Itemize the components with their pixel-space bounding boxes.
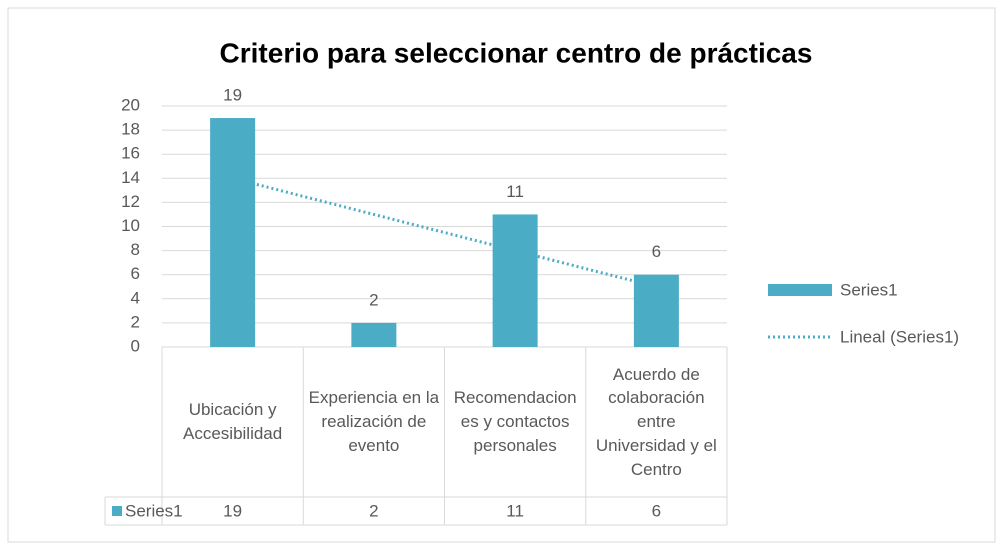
x-tick-label: Acuerdo de colaboración entre Universida… (595, 364, 717, 479)
y-tick-label: 2 (131, 312, 140, 331)
table-value: 11 (506, 501, 524, 520)
bar (633, 274, 679, 347)
table-value: 19 (223, 501, 242, 520)
table-value: 6 (652, 501, 661, 520)
data-label: 6 (652, 242, 661, 261)
y-tick-label: 0 (131, 336, 140, 355)
category-cell: Acuerdo de colaboración entre Universida… (595, 364, 717, 479)
bar (210, 118, 256, 347)
y-tick-label: 18 (121, 120, 140, 139)
data-label: 11 (506, 182, 524, 201)
legend-key (768, 284, 832, 296)
chart-title: Criterio para seleccionar centro de prác… (220, 37, 813, 68)
y-tick-label: 20 (121, 95, 140, 114)
y-tick-label: 4 (131, 288, 140, 307)
category-cell: Recomendaciones y contactos personales (453, 388, 577, 455)
data-label: 2 (369, 290, 378, 309)
x-tick-label: Recomendaciones y contactos personales (453, 388, 577, 455)
table-series-name: Series1 (125, 501, 183, 520)
y-tick-label: 10 (121, 216, 140, 235)
y-tick-label: 6 (131, 264, 140, 283)
y-tick-label: 8 (131, 240, 140, 259)
x-tick-label: Ubicación y Accesibilidad (183, 400, 283, 443)
category-cell: Experiencia en la realización de evento (308, 388, 440, 455)
y-tick-label: 16 (121, 144, 140, 163)
legend-label: Lineal (Series1) (840, 327, 959, 346)
y-tick-label: 12 (121, 192, 140, 211)
legend-label: Series1 (840, 280, 898, 299)
bar (492, 214, 538, 347)
bar (351, 322, 397, 347)
table-legend-key (112, 506, 122, 516)
y-tick-label: 14 (121, 168, 140, 187)
category-cell: Ubicación y Accesibilidad (183, 400, 283, 443)
x-tick-label: Experiencia en la realización de evento (308, 388, 440, 455)
table-value: 2 (369, 501, 378, 520)
data-label: 19 (223, 86, 242, 105)
